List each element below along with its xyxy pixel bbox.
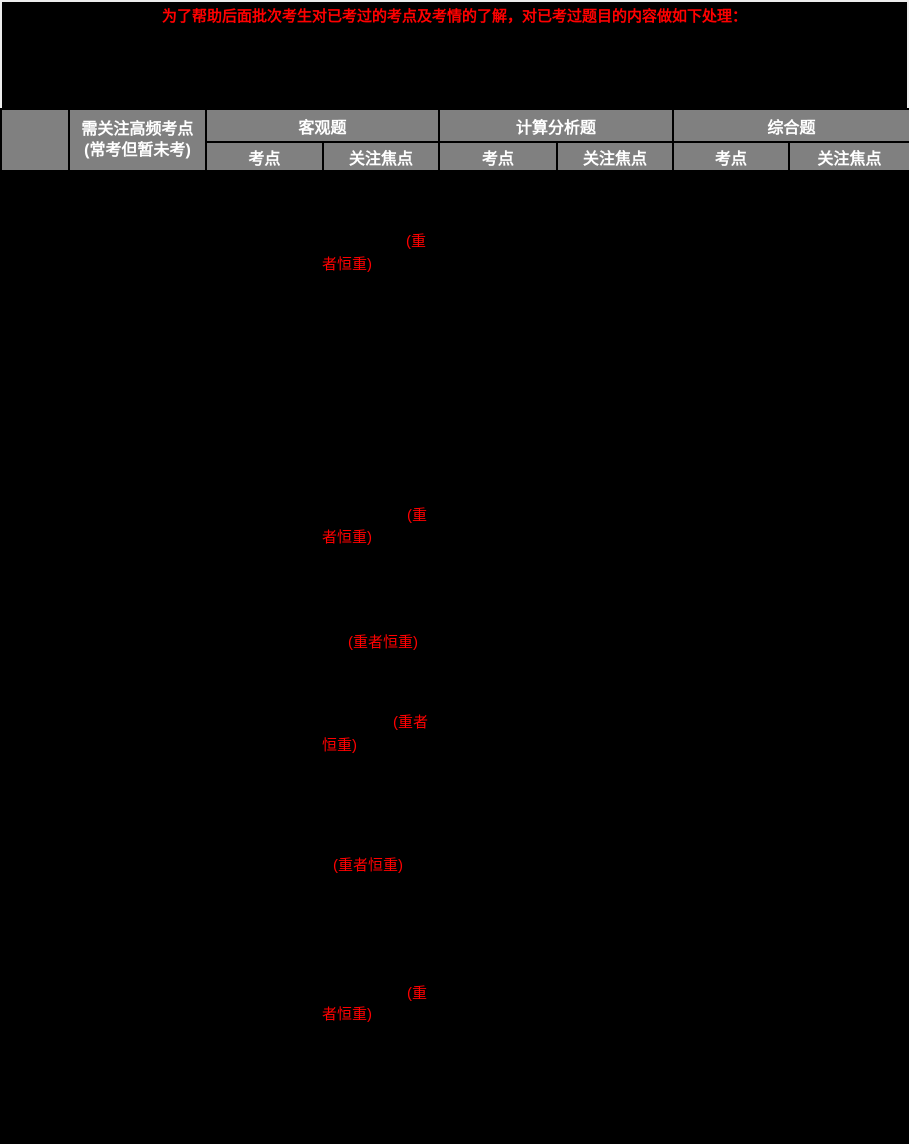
red-note-piece: (重者 — [393, 714, 428, 731]
red-note-piece: (重 — [406, 233, 426, 250]
group-header-objective: 客观题 — [204, 108, 441, 143]
red-note-piece: 者恒重) — [322, 529, 372, 546]
notice-banner: 为了帮助后面批次考生对已考过的考点及考情的了解，对已考过题目的内容做如下处理： — [0, 0, 909, 108]
red-note-piece: 者恒重) — [322, 256, 372, 273]
comprehensive-focus-header: 关注焦点 — [788, 141, 909, 172]
high-freq-header-line2: (常考但暂未考) — [84, 142, 191, 159]
header-row-subcols: 考点 关注焦点 考点 关注焦点 考点 关注焦点 — [1, 141, 909, 172]
group-header-comprehensive: 综合题 — [672, 108, 909, 143]
calculation-focus-header: 关注焦点 — [556, 141, 675, 172]
exam-points-table-header: 需关注高频考点 (常考但暂未考) 客观题 计算分析题 综合题 考点 关注焦点 考… — [0, 108, 909, 172]
red-note-piece: 者恒重) — [322, 1006, 372, 1023]
red-note-piece: (重者恒重) — [348, 634, 418, 651]
red-note-piece: 恒重) — [322, 737, 357, 754]
comprehensive-kaodian-header: 考点 — [672, 141, 791, 172]
red-note-piece: (重 — [407, 507, 427, 524]
header-row-groups: 需关注高频考点 (常考但暂未考) 客观题 计算分析题 综合题 — [0, 108, 909, 172]
notice-text: 为了帮助后面批次考生对已考过的考点及考情的了解，对已考过题目的内容做如下处理： — [161, 8, 747, 25]
red-note-piece: (重 — [407, 985, 427, 1002]
calculation-kaodian-header: 考点 — [438, 141, 559, 172]
objective-focus-header: 关注焦点 — [321, 141, 441, 172]
high-freq-header-cell: 需关注高频考点 (常考但暂未考) — [68, 108, 207, 172]
objective-kaodian-header: 考点 — [205, 141, 324, 172]
high-freq-header-line1: 需关注高频考点 — [81, 121, 194, 138]
group-header-calculation: 计算分析题 — [438, 108, 675, 143]
red-note-piece: (重者恒重) — [333, 857, 403, 874]
corner-cell — [0, 108, 70, 172]
